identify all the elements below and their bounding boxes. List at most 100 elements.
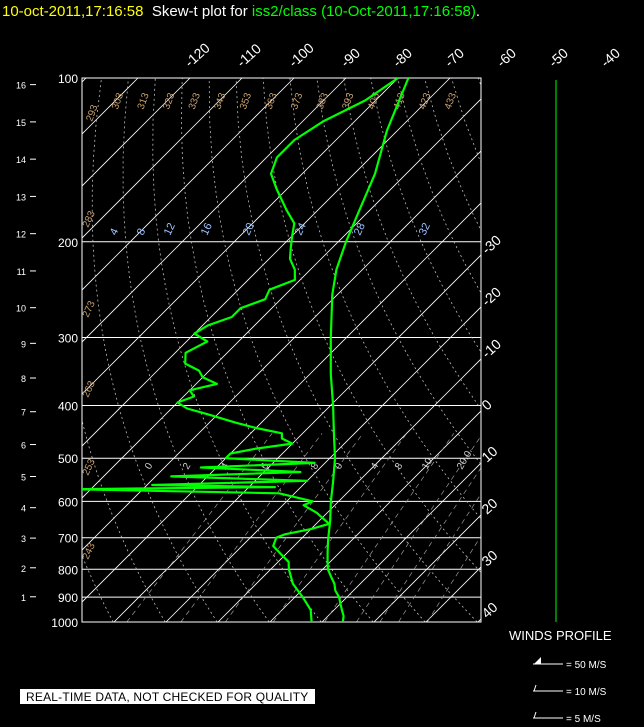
quality-notice: REAL-TIME DATA, NOT CHECKED FOR QUALITY <box>20 689 315 704</box>
mixing-ratio-line <box>272 433 408 622</box>
wind-legend-label: = 50 M/S <box>566 660 607 671</box>
pressure-label: 200 <box>58 236 78 250</box>
moist-adiabat-label: 8 <box>393 461 406 472</box>
temperature-label: -70 <box>441 45 467 71</box>
height-label: 5 <box>21 473 26 483</box>
temperature-label: 20 <box>478 495 500 517</box>
moist-adiabat-label: 20.0 <box>455 449 474 472</box>
label-layer: 1002003004005006007008009001000123456789… <box>16 39 623 630</box>
mixing-ratio-label: 24 <box>293 221 309 237</box>
isotherm-line <box>373 514 481 622</box>
dry-adiabat <box>152 78 322 622</box>
isotherm-line <box>82 78 191 187</box>
dry-adiabat <box>424 78 481 232</box>
mixing-ratio-line <box>356 435 481 622</box>
dry-adiabat-label: 243 <box>81 541 98 561</box>
isotherm-line <box>269 410 481 622</box>
dry-adiabat <box>0 78 9 622</box>
legend-feather <box>533 711 537 719</box>
dry-adiabat <box>397 78 481 294</box>
dry-adiabat <box>343 78 481 410</box>
timestamp: 10-oct-2011,17:16:58 <box>2 3 144 20</box>
height-label: 12 <box>16 230 26 240</box>
temperature-label: -40 <box>597 45 623 71</box>
pressure-label: 100 <box>58 72 78 86</box>
grid-layer <box>0 78 644 622</box>
plot-title: 10-oct-2011,17:16:58 Skew-t plot for iss… <box>2 3 480 20</box>
dry-adiabat-label: 333 <box>187 91 203 111</box>
isotherm-line <box>82 98 481 499</box>
plot-frame <box>81 77 482 623</box>
moist-adiabat-label: 6 <box>259 461 272 472</box>
temperature-label: -80 <box>389 45 415 71</box>
winds-profile-label: WINDS PROFILE <box>509 628 612 643</box>
moist-adiabat-label: 0 <box>333 461 346 472</box>
dry-adiabat <box>586 78 644 622</box>
isotherm-line <box>82 78 295 291</box>
height-label: 1 <box>21 593 26 603</box>
isotherm-line <box>321 462 481 622</box>
dry-adiabat-label: 423 <box>417 91 433 111</box>
dry-adiabat <box>370 78 481 353</box>
pressure-label: 700 <box>58 532 78 546</box>
moist-adiabat-label: 0 <box>143 461 156 472</box>
isotherm-line <box>477 618 481 622</box>
dry-adiabat <box>640 78 644 622</box>
mixing-ratio-line <box>379 467 481 622</box>
height-label: 16 <box>16 81 26 91</box>
dry-adiabat <box>122 78 270 622</box>
wind-legend-label: = 10 M/S <box>566 687 607 698</box>
height-label: 10 <box>16 304 26 314</box>
dry-adiabat-label: 313 <box>136 91 152 111</box>
source-id: iss2/class (10-Oct-2011,17:16:58) <box>251 3 476 20</box>
moist-adiabat-label: 4 <box>369 461 382 472</box>
isotherm-line <box>82 78 451 447</box>
dry-adiabat-label: 283 <box>81 209 98 229</box>
mixing-ratio-line <box>180 433 323 622</box>
height-label: 11 <box>17 267 26 277</box>
temperature-profile <box>326 78 410 622</box>
dry-adiabat <box>505 78 644 622</box>
dry-adiabat <box>235 78 478 622</box>
mixing-ratio-line <box>398 493 481 622</box>
temperature-label: -10 <box>478 336 504 362</box>
dry-adiabat <box>559 78 644 622</box>
dry-adiabat-label: 253 <box>81 457 98 477</box>
mixing-ratio-label: 12 <box>162 221 178 237</box>
temperature-label: -100 <box>285 39 317 70</box>
legend-feather <box>533 684 537 692</box>
dry-adiabat-label: 323 <box>161 91 177 111</box>
wind-profile: WINDS PROFILE = 50 M/S = 10 M/S = 5 M/S <box>509 80 612 725</box>
pressure-label: 1000 <box>51 616 78 630</box>
pressure-label: 800 <box>58 563 78 577</box>
temperature-label: -20 <box>478 284 504 310</box>
isotherm-line <box>82 78 243 239</box>
temperature-label: -90 <box>337 45 363 71</box>
isotherm-line <box>165 306 481 622</box>
height-label: 9 <box>21 339 26 349</box>
height-label: 13 <box>16 192 26 202</box>
moist-adiabat-label: 10 <box>420 456 435 472</box>
dry-adiabat <box>316 78 481 465</box>
dry-adiabat-label: 383 <box>315 91 331 111</box>
plot-label: Skew-t plot for <box>151 3 248 20</box>
dry-adiabat-label: 353 <box>238 91 254 111</box>
height-label: 3 <box>21 534 26 544</box>
moist-adiabat-label: 8 <box>309 461 322 472</box>
dry-adiabat <box>82 418 166 622</box>
temperature-label: -120 <box>181 39 213 70</box>
dry-adiabat-label: 433 <box>443 91 459 111</box>
isotherm-line <box>425 566 481 622</box>
temperature-label: -50 <box>545 45 571 71</box>
mixing-ratio-line <box>126 433 273 622</box>
height-label: 6 <box>21 441 26 451</box>
isotherm-line <box>217 358 481 622</box>
height-label: 14 <box>16 155 26 165</box>
dry-adiabat-label: 273 <box>81 299 98 319</box>
moist-adiabat-label: 2 <box>181 461 194 472</box>
temperature-label: 10 <box>478 443 500 465</box>
pressure-label: 300 <box>58 332 78 346</box>
isotherm-line <box>530 78 644 622</box>
legend-flag <box>534 657 541 664</box>
